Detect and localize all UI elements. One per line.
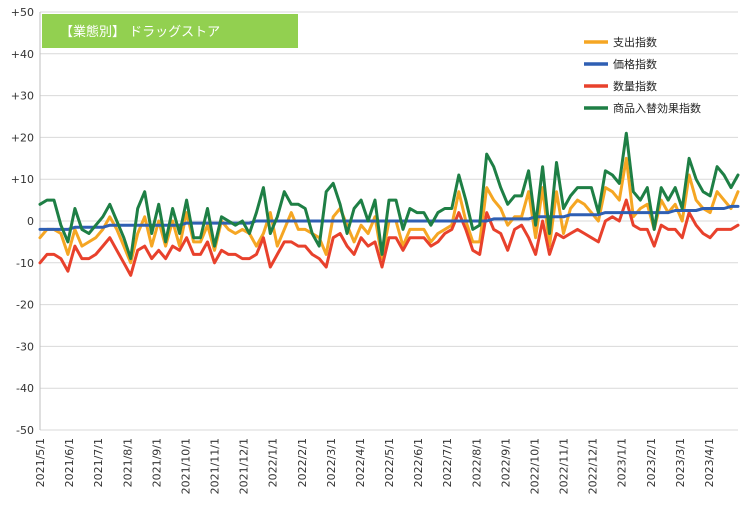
x-tick-label: 2021/12/1 bbox=[238, 438, 251, 494]
y-tick-label: +20 bbox=[11, 131, 34, 144]
x-tick-label: 2023/4/1 bbox=[703, 438, 716, 487]
x-axis-ticks: 2021/5/1 2021/6/1 2021/7/1 2021/8/1 2021/9/1… bbox=[34, 438, 716, 494]
legend-label: 価格指数 bbox=[613, 57, 657, 71]
x-tick-label: 2023/1/1 bbox=[616, 438, 629, 487]
chart-title-text: 【業態別】 ドラッグストア bbox=[60, 24, 220, 40]
y-tick-label: -10 bbox=[16, 257, 34, 270]
legend-label: 商品入替効果指数 bbox=[613, 101, 701, 115]
y-tick-label: +10 bbox=[11, 173, 34, 186]
x-tick-label: 2021/11/1 bbox=[209, 438, 222, 494]
x-tick-label: 2023/2/1 bbox=[645, 438, 658, 487]
x-tick-label: 2022/10/1 bbox=[528, 438, 541, 494]
x-tick-label: 2022/6/1 bbox=[412, 438, 425, 487]
x-tick-label: 2022/2/1 bbox=[296, 438, 309, 487]
x-tick-label: 2022/12/1 bbox=[587, 438, 600, 494]
y-tick-label: +50 bbox=[11, 6, 34, 19]
x-tick-label: 2022/4/1 bbox=[354, 438, 367, 487]
x-tick-label: 2021/7/1 bbox=[92, 438, 105, 487]
x-tick-label: 2021/9/1 bbox=[150, 438, 163, 487]
x-tick-label: 2021/5/1 bbox=[34, 438, 47, 487]
x-tick-label: 2022/11/1 bbox=[558, 438, 571, 494]
y-tick-label: -20 bbox=[16, 299, 34, 312]
x-tick-label: 2022/3/1 bbox=[325, 438, 338, 487]
series-line-3 bbox=[38, 131, 740, 261]
series-lines bbox=[38, 131, 740, 277]
x-tick-label: 2022/7/1 bbox=[441, 438, 454, 487]
x-tick-label: 2021/6/1 bbox=[63, 438, 76, 487]
legend-label: 数量指数 bbox=[613, 79, 657, 93]
series-line-1 bbox=[38, 204, 740, 231]
y-tick-label: +30 bbox=[11, 90, 34, 103]
x-tick-label: 2022/9/1 bbox=[499, 438, 512, 487]
x-tick-label: 2021/10/1 bbox=[179, 438, 192, 494]
x-tick-label: 2021/8/1 bbox=[121, 438, 134, 487]
chart-title-background bbox=[42, 14, 298, 48]
x-tick-label: 2022/1/1 bbox=[267, 438, 280, 487]
x-tick-label: 2023/3/1 bbox=[674, 438, 687, 487]
chart-title: 【業態別】 ドラッグストア bbox=[42, 14, 298, 48]
y-tick-label: -40 bbox=[16, 382, 34, 395]
x-tick-label: 2022/8/1 bbox=[470, 438, 483, 487]
y-tick-label: +40 bbox=[11, 48, 34, 61]
y-axis-ticks: +50 +40 +30 +20 +10 0 -10 -20 -30 -40 -50 bbox=[11, 6, 34, 437]
y-tick-label: -30 bbox=[16, 340, 34, 353]
legend-label: 支出指数 bbox=[613, 35, 657, 49]
x-tick-label: 2022/5/1 bbox=[383, 438, 396, 487]
y-tick-label: -50 bbox=[16, 424, 34, 437]
y-tick-label: 0 bbox=[27, 215, 34, 228]
